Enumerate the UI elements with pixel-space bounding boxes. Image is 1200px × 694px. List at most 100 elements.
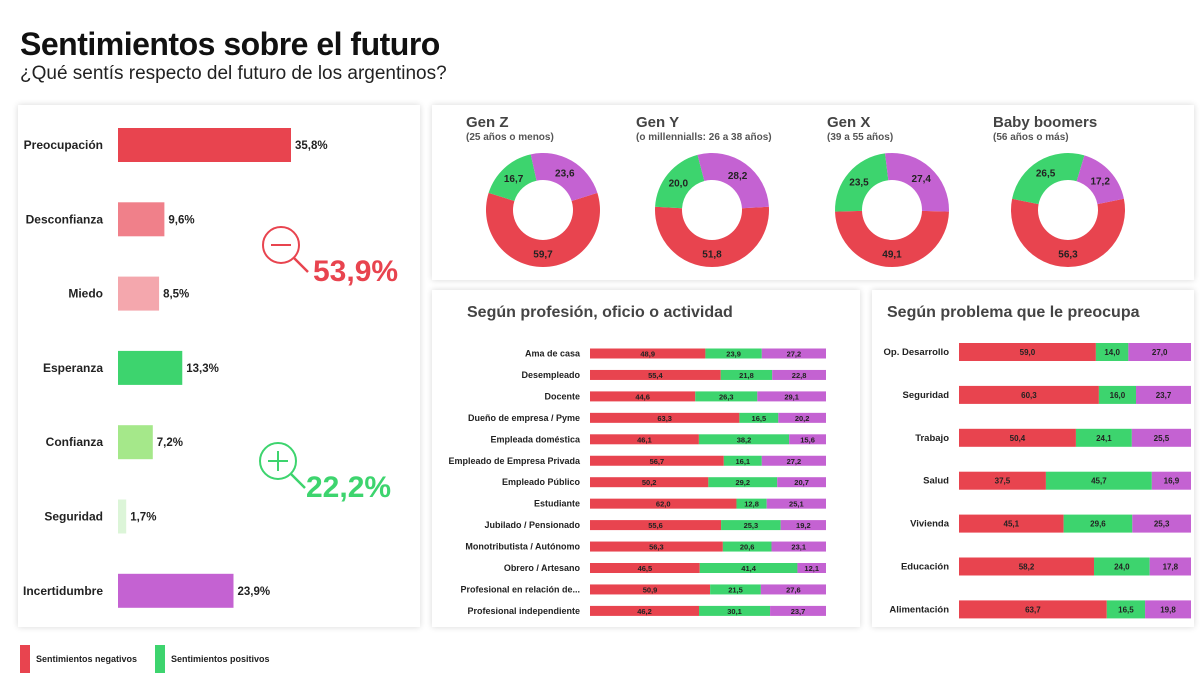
bar-segment (736, 498, 767, 509)
segment-value-label: 48,9 (640, 350, 655, 359)
bar-segment (590, 563, 700, 573)
bar-segment (770, 605, 826, 616)
bar-segment (959, 471, 1046, 490)
category-label: Desconfianza (26, 212, 104, 226)
donut-segment (655, 206, 769, 267)
bar-segment (959, 600, 1107, 619)
row-label: Dueño de empresa / Pyme (468, 413, 580, 423)
row-label: Jubilado / Pensionado (484, 520, 580, 530)
bar-segment (959, 557, 1095, 576)
bar-segment (1128, 343, 1191, 361)
segment-value-label: 16,9 (1164, 477, 1180, 486)
donut-value-label: 27,4 (912, 174, 932, 185)
segment-value-label: 50,9 (643, 585, 658, 594)
segment-value-label: 24,1 (1096, 434, 1112, 443)
segment-value-label: 55,4 (648, 371, 663, 380)
donut-subtitle: (o millennialls: 26 a 38 años) (636, 132, 772, 143)
donut-title: Gen X (827, 114, 870, 131)
bar (118, 128, 291, 162)
segment-value-label: 29,2 (735, 478, 750, 487)
segment-value-label: 27,0 (1152, 348, 1168, 357)
bar-segment (1136, 385, 1191, 404)
segment-value-label: 56,7 (650, 457, 665, 466)
bar-segment (590, 541, 723, 552)
bar-segment (699, 563, 798, 573)
bar-segment (1149, 557, 1191, 576)
donut-segment (530, 153, 598, 201)
segment-value-label: 19,8 (1160, 605, 1176, 614)
segment-value-label: 19,2 (796, 521, 811, 530)
bar-segment (721, 520, 781, 531)
bar-segment (590, 391, 696, 402)
segment-value-label: 29,6 (1090, 520, 1106, 529)
row-label: Op. Desarrollo (884, 347, 950, 358)
row-label: Profesional en relación de... (460, 584, 580, 594)
segment-value-label: 25,3 (744, 521, 759, 530)
legend-positive-swatch (155, 645, 165, 673)
segment-value-label: 27,2 (787, 350, 802, 359)
donut-subtitle: (25 años o menos) (466, 132, 554, 143)
segment-value-label: 41,4 (741, 564, 756, 573)
bar-segment (1098, 385, 1137, 404)
segment-value-label: 16,0 (1110, 391, 1126, 400)
minus-magnifier-icon (262, 226, 309, 273)
segment-value-label: 38,2 (737, 435, 752, 444)
segment-value-label: 46,2 (637, 607, 652, 616)
segment-value-label: 46,1 (637, 435, 652, 444)
value-label: 23,9% (237, 586, 270, 598)
value-label: 7,2% (157, 437, 183, 449)
donut-value-label: 17,2 (1090, 177, 1110, 188)
bar-segment (780, 520, 826, 531)
category-label: Esperanza (43, 361, 103, 375)
donut-value-label: 56,3 (1058, 250, 1078, 261)
problem-panel: Según problema que le preocupa Op. Desar… (872, 290, 1194, 627)
problem-chart-title: Según problema que le preocupa (887, 304, 1140, 321)
segment-value-label: 23,1 (791, 543, 806, 552)
bar-segment (766, 498, 826, 509)
bar (118, 573, 234, 608)
donut-value-label: 23,5 (849, 178, 869, 189)
row-label: Vivienda (910, 519, 950, 530)
legend-negative-label: Sentimientos negativos (36, 654, 138, 664)
bar-segment (698, 434, 790, 445)
category-label: Miedo (68, 287, 103, 301)
legend-positive: Sentimientos positivos (155, 645, 270, 673)
segment-value-label: 12,8 (744, 500, 759, 509)
bar-segment (778, 412, 826, 423)
value-label: 9,6% (168, 214, 194, 226)
row-label: Alimentación (889, 604, 949, 615)
donut-value-label: 23,6 (555, 168, 575, 179)
segment-value-label: 50,4 (1010, 434, 1026, 443)
segment-value-label: 17,8 (1163, 563, 1179, 572)
bar (118, 276, 160, 311)
bar-segment (590, 605, 700, 616)
segment-value-label: 63,3 (657, 414, 672, 423)
donut-segment (1076, 155, 1124, 205)
bar (118, 425, 153, 460)
segment-value-label: 27,2 (787, 457, 802, 466)
segment-value-label: 29,1 (784, 392, 799, 401)
bar-segment (590, 369, 721, 380)
legend-negative: Sentimientos negativos (20, 645, 137, 673)
bar (118, 202, 165, 237)
segment-value-label: 56,3 (649, 543, 664, 552)
donut-value-label: 28,2 (728, 171, 748, 182)
segment-value-label: 55,6 (648, 521, 663, 530)
bar-segment (1145, 600, 1191, 619)
segment-value-label: 25,5 (1154, 434, 1170, 443)
bar-segment (590, 520, 722, 531)
segment-value-label: 20,2 (795, 414, 810, 423)
donut-segment (835, 210, 949, 268)
segment-value-label: 63,7 (1025, 605, 1041, 614)
segment-value-label: 45,7 (1091, 477, 1107, 486)
bar-segment (772, 369, 826, 380)
row-label: Desempleado (521, 370, 580, 380)
bar-segment (789, 434, 826, 445)
segment-value-label: 26,3 (719, 392, 734, 401)
feelings-bar-chart: 53,9% 22,2% Preocupación 35,8% Desconfianz… (23, 128, 398, 608)
page-subtitle: ¿Qué sentís respecto del futuro de los a… (20, 63, 447, 84)
row-label: Obrero / Artesano (504, 563, 581, 573)
segment-value-label: 45,1 (1004, 520, 1020, 529)
row-label: Salud (923, 476, 949, 487)
